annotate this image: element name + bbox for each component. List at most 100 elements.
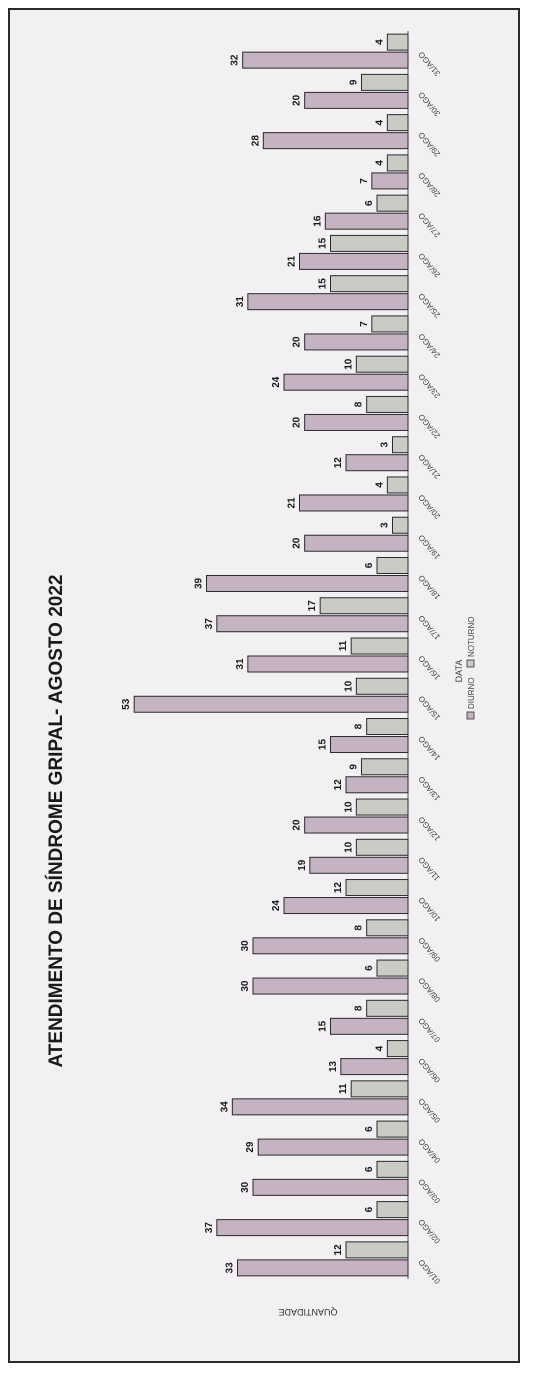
data-label-noturno-2: 6 — [364, 1206, 375, 1212]
data-label-diurno-18: 39 — [194, 577, 205, 589]
bar-noturno-7 — [366, 999, 409, 1017]
data-label-diurno-11: 19 — [297, 859, 308, 871]
bar-diurno-30 — [304, 91, 409, 109]
data-label-diurno-3: 30 — [240, 1181, 251, 1193]
x-tick-label: 29/AGO — [417, 130, 442, 158]
data-label-diurno-29: 28 — [250, 135, 261, 147]
data-label-diurno-1: 33 — [225, 1262, 236, 1274]
x-tick-label: 07/AGO — [417, 1016, 442, 1044]
data-label-diurno-15: 53 — [121, 698, 132, 710]
x-tick-label: 30/AGO — [417, 90, 442, 118]
data-label-noturno-14: 8 — [354, 723, 365, 729]
bar-noturno-1 — [345, 1241, 409, 1259]
bar-diurno-10 — [283, 897, 409, 915]
legend: DIURNO NOTURNO — [466, 617, 476, 720]
bar-noturno-5 — [350, 1080, 409, 1098]
legend-swatch-diurno — [466, 711, 475, 720]
bar-noturno-4 — [376, 1120, 409, 1138]
bar-noturno-10 — [345, 879, 409, 897]
data-label-noturno-15: 10 — [343, 680, 354, 692]
data-label-noturno-23: 10 — [343, 358, 354, 370]
data-label-noturno-3: 6 — [364, 1166, 375, 1172]
data-label-diurno-22: 20 — [292, 416, 303, 428]
data-label-diurno-16: 31 — [235, 658, 246, 670]
x-tick-label: 15/AGO — [417, 694, 442, 722]
bar-noturno-20 — [386, 476, 409, 494]
data-label-noturno-17: 17 — [307, 600, 318, 612]
data-label-noturno-27: 6 — [364, 200, 375, 206]
data-label-noturno-19: 3 — [380, 522, 391, 528]
x-tick-label: 21/AGO — [417, 452, 442, 480]
data-label-diurno-10: 24 — [271, 900, 282, 912]
data-label-noturno-31: 4 — [374, 39, 385, 45]
bar-noturno-21 — [392, 436, 409, 454]
data-label-diurno-28: 7 — [359, 178, 370, 184]
bar-noturno-17 — [319, 597, 409, 615]
bar-diurno-24 — [304, 333, 409, 351]
data-label-diurno-30: 20 — [292, 94, 303, 106]
data-label-noturno-25: 15 — [318, 278, 329, 290]
data-label-noturno-5: 11 — [338, 1083, 349, 1094]
bar-noturno-16 — [350, 637, 409, 655]
data-label-noturno-12: 10 — [343, 801, 354, 813]
data-label-noturno-10: 12 — [333, 882, 344, 894]
x-tick-label: 14/AGO — [417, 734, 442, 762]
bar-noturno-31 — [386, 33, 409, 51]
bar-diurno-1 — [237, 1259, 409, 1277]
data-label-noturno-16: 11 — [338, 640, 349, 651]
data-label-diurno-5: 34 — [219, 1101, 230, 1113]
bar-diurno-13 — [345, 776, 409, 794]
bar-noturno-19 — [392, 516, 409, 534]
bar-diurno-8 — [252, 977, 409, 995]
x-tick-label: 31/AGO — [417, 50, 442, 78]
data-label-noturno-8: 6 — [364, 965, 375, 971]
bar-diurno-5 — [231, 1098, 409, 1116]
bar-noturno-29 — [386, 114, 409, 132]
bar-noturno-27 — [376, 194, 409, 212]
x-tick-label: 01/AGO — [417, 1258, 442, 1286]
bar-diurno-6 — [340, 1058, 409, 1076]
x-tick-label: 10/AGO — [417, 895, 442, 923]
bar-noturno-18 — [376, 556, 409, 574]
bar-diurno-29 — [262, 132, 409, 150]
bar-noturno-22 — [366, 395, 409, 413]
bar-noturno-11 — [355, 838, 409, 856]
x-tick-label: 03/AGO — [417, 1177, 442, 1205]
data-label-noturno-26: 15 — [318, 237, 329, 249]
bar-diurno-31 — [242, 51, 409, 69]
data-label-diurno-19: 20 — [292, 537, 303, 549]
bar-diurno-26 — [299, 252, 409, 270]
data-label-noturno-6: 4 — [374, 1045, 385, 1051]
data-label-diurno-26: 21 — [287, 255, 298, 267]
bar-noturno-9 — [366, 919, 409, 937]
data-label-noturno-11: 10 — [343, 841, 354, 853]
legend-label-diurno: DIURNO — [467, 677, 476, 709]
x-tick-label: 28/AGO — [417, 171, 442, 199]
bar-noturno-15 — [355, 677, 409, 695]
bar-diurno-9 — [252, 937, 409, 955]
data-label-noturno-24: 7 — [359, 321, 370, 327]
bar-diurno-21 — [345, 454, 409, 472]
data-label-noturno-4: 6 — [364, 1126, 375, 1132]
bar-diurno-2 — [216, 1219, 409, 1237]
data-label-noturno-1: 12 — [333, 1244, 344, 1256]
bar-noturno-25 — [330, 275, 409, 293]
x-tick-label: 25/AGO — [417, 291, 442, 319]
chart-title: ATENDIMENTO DE SÍNDROME GRIPAL- AGOSTO 2… — [45, 574, 67, 1067]
x-tick-label: 24/AGO — [417, 332, 442, 360]
bar-noturno-28 — [386, 154, 409, 172]
data-label-diurno-21: 12 — [333, 457, 344, 469]
data-label-noturno-20: 4 — [374, 482, 385, 488]
x-tick-label: 22/AGO — [417, 412, 442, 440]
x-tick-label: 04/AGO — [417, 1137, 442, 1165]
data-label-noturno-9: 8 — [354, 925, 365, 931]
data-label-diurno-14: 15 — [318, 739, 329, 751]
data-label-noturno-29: 4 — [374, 119, 385, 125]
bar-diurno-28 — [371, 172, 409, 190]
x-tick-label: 05/AGO — [417, 1097, 442, 1125]
bar-diurno-18 — [206, 574, 409, 592]
bar-noturno-2 — [376, 1201, 409, 1219]
bar-diurno-15 — [133, 695, 409, 713]
bar-diurno-23 — [283, 373, 409, 391]
data-label-noturno-13: 9 — [349, 764, 360, 770]
